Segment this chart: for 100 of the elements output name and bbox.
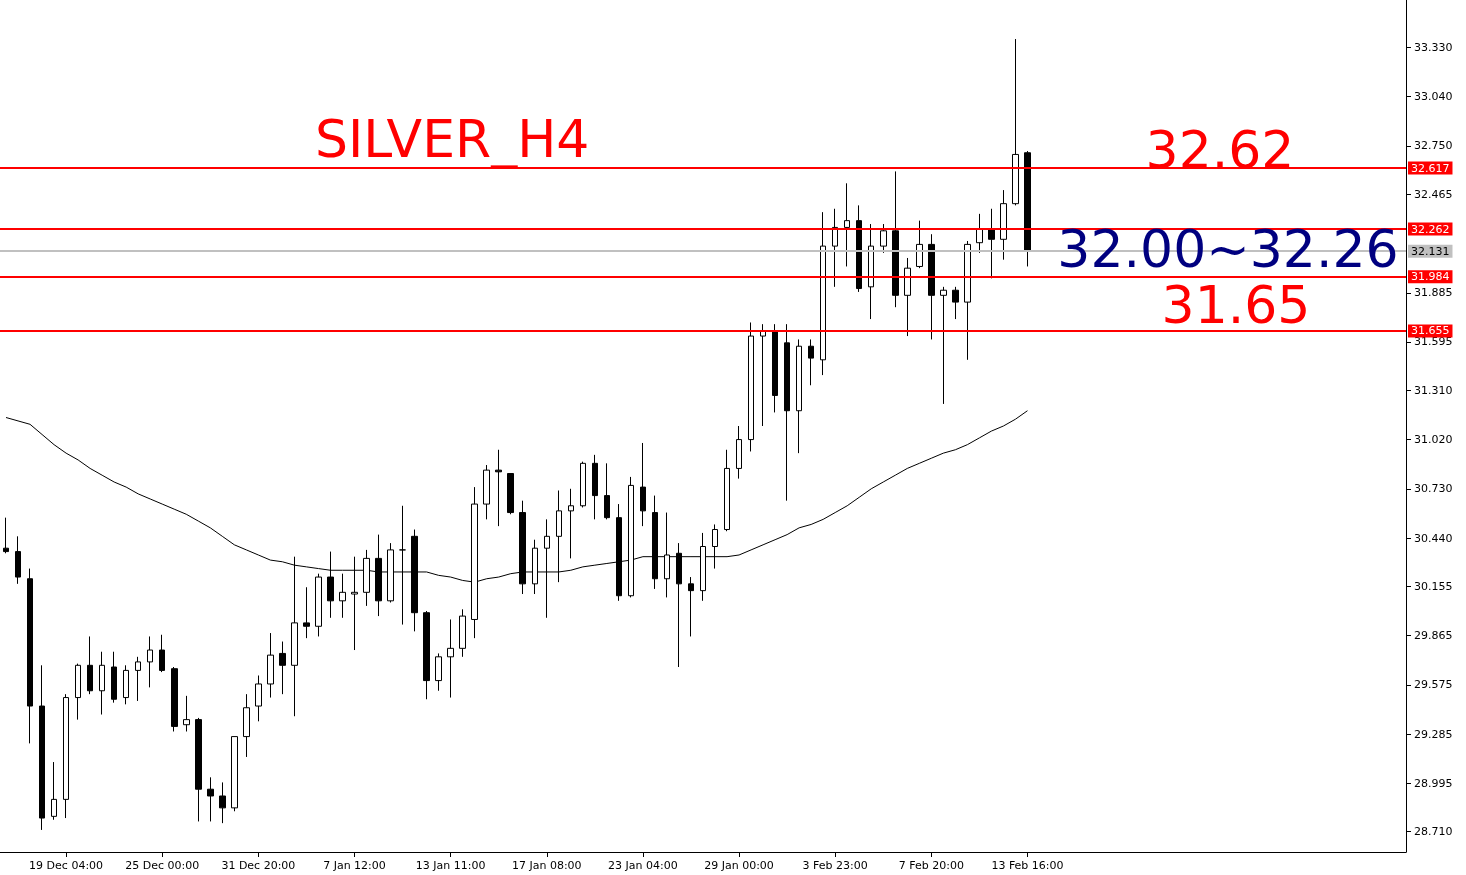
candlestick — [195, 717, 202, 822]
candlestick — [435, 652, 442, 692]
candlestick — [784, 323, 790, 502]
candlestick — [808, 338, 814, 386]
candlestick — [111, 651, 117, 704]
candlestick — [724, 449, 730, 532]
candlestick — [267, 632, 274, 699]
candlestick — [315, 573, 322, 637]
candlestick — [820, 211, 826, 376]
candlestick — [964, 240, 971, 361]
x-tick-label: 3 Feb 23:00 — [802, 859, 868, 872]
y-tick-label: 30.155 — [1414, 579, 1453, 593]
y-tick-label: 31.020 — [1414, 433, 1453, 447]
candlestick — [39, 664, 45, 831]
candlestick — [772, 323, 778, 413]
candlestick — [483, 464, 490, 520]
candlestick — [159, 634, 165, 673]
candlestick — [459, 608, 466, 658]
candlestick — [916, 220, 923, 269]
candlestick — [63, 693, 69, 819]
y-tick-label: 30.730 — [1414, 482, 1453, 496]
candlestick — [1000, 189, 1007, 261]
x-tick-label: 23 Jan 04:00 — [608, 859, 678, 872]
candlestick — [51, 761, 57, 821]
candlestick — [135, 656, 141, 702]
candlestick — [1012, 38, 1019, 206]
y-tick-label: 30.440 — [1414, 531, 1453, 545]
candlestick — [712, 523, 718, 570]
candlestick — [123, 664, 129, 705]
candlestick — [940, 286, 947, 405]
candlestick — [844, 182, 850, 267]
candlestick — [892, 170, 899, 308]
x-tick-label: 17 Jan 08:00 — [511, 859, 582, 872]
candlestick — [99, 651, 105, 716]
candlestick — [303, 586, 310, 639]
candlestick — [928, 233, 935, 340]
x-tick-label: 13 Jan 11:00 — [415, 859, 486, 872]
x-tick-label: 19 Dec 04:00 — [29, 859, 104, 872]
candlestick — [207, 776, 214, 822]
candlestick — [3, 517, 9, 554]
candlestick — [219, 781, 226, 824]
candlestick — [447, 618, 454, 699]
y-tick-label: 33.330 — [1414, 41, 1453, 55]
candlestick — [904, 257, 911, 337]
candlestick — [243, 693, 250, 758]
candlestick — [87, 635, 93, 695]
y-tick-label: 32.750 — [1414, 139, 1453, 153]
x-tick-label: 25 Dec 00:00 — [125, 859, 200, 872]
candlestick — [507, 473, 514, 515]
y-tick-label: 32.465 — [1414, 187, 1453, 201]
ref-line-label: 32.617 — [1411, 161, 1450, 175]
candlestick — [568, 488, 574, 559]
y-tick-label: 31.885 — [1414, 286, 1453, 300]
candlestick — [1024, 150, 1031, 267]
y-tick-label: 29.575 — [1414, 678, 1453, 692]
candlestick — [736, 425, 742, 480]
candlestick — [495, 449, 502, 527]
y-tick-label: 29.285 — [1414, 727, 1453, 741]
candlestick — [856, 204, 862, 293]
y-tick-label: 28.710 — [1414, 825, 1453, 839]
candlestick — [183, 695, 190, 732]
candlestick — [423, 610, 430, 700]
candlestick — [832, 208, 838, 288]
candlestick — [604, 462, 610, 520]
candlestick — [880, 223, 887, 254]
candlestick — [580, 461, 586, 508]
x-tick-label: 7 Jan 12:00 — [323, 859, 386, 872]
candlestick — [15, 535, 21, 585]
y-tick-label: 31.310 — [1414, 383, 1453, 397]
candlestick — [255, 674, 262, 722]
candlestick — [976, 213, 983, 254]
x-tick-label: 31 Dec 20:00 — [221, 859, 296, 872]
candlestick — [27, 568, 33, 744]
candlestick — [760, 323, 766, 427]
candlestick — [640, 442, 646, 527]
ref-line-label: 32.131 — [1411, 244, 1450, 258]
candlestick — [171, 666, 178, 732]
candlestick — [688, 576, 694, 637]
ref-line-label: 31.984 — [1411, 270, 1450, 284]
candlestick — [147, 635, 153, 688]
candlestick — [279, 641, 286, 695]
candlestick — [988, 208, 995, 279]
y-tick-label: 33.040 — [1414, 90, 1453, 104]
x-tick-label: 13 Feb 16:00 — [991, 859, 1064, 872]
y-tick-label: 31.595 — [1414, 335, 1453, 349]
x-tick-label: 7 Feb 20:00 — [898, 859, 964, 872]
y-tick-label: 29.865 — [1414, 629, 1453, 643]
candlestick — [75, 663, 81, 721]
candlestick — [952, 286, 959, 320]
candlestick — [868, 223, 874, 320]
x-tick-label: 29 Jan 00:00 — [704, 859, 774, 872]
candlestick — [592, 454, 598, 520]
y-tick-label: 28.995 — [1414, 776, 1453, 790]
ref-line-label: 31.655 — [1411, 324, 1450, 338]
text: SILVER_H4 — [315, 109, 590, 169]
candlestick — [748, 321, 754, 452]
candlestick — [339, 573, 346, 619]
ref-line-label: 32.262 — [1411, 222, 1450, 236]
candlestick — [231, 736, 238, 812]
candlestick — [796, 338, 802, 454]
